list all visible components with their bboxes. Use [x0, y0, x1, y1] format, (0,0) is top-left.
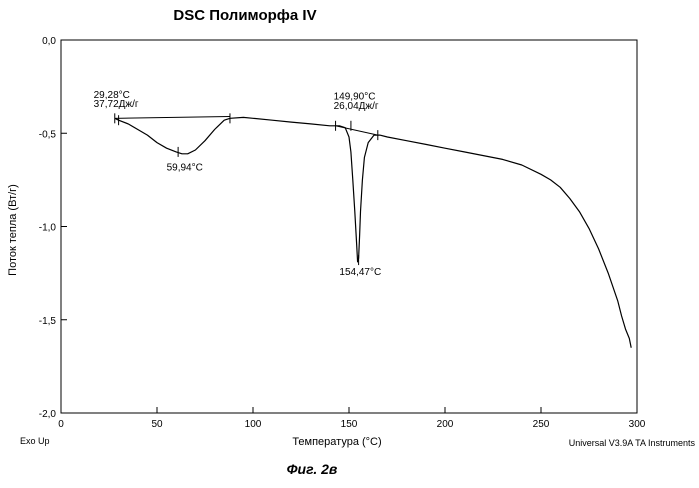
figure-caption: Фиг. 2в: [287, 461, 338, 477]
x-tick-label: 300: [629, 419, 646, 430]
peak-annotation: 37,72Дж/г: [94, 99, 139, 110]
y-axis-label: Поток тепла (Вт/г): [7, 184, 19, 276]
x-tick-label: 150: [341, 419, 358, 430]
peak-annotation: 154,47°C: [339, 267, 381, 278]
peak-annotation: 26,04Дж/г: [334, 101, 379, 112]
peak-annotation: 149,90°C: [334, 92, 376, 103]
dsc-curve: [114, 116, 632, 348]
x-axis-label: Температура (°C): [292, 436, 381, 448]
axis-ticks: 0 50 100 150 200 250 300 0,0 -0,5 -1,0 -1,5 -2,0: [39, 36, 646, 430]
y-tick-label: -1,5: [39, 316, 57, 327]
x-tick-label: 200: [437, 419, 454, 430]
y-tick-label: -1,0: [39, 223, 57, 234]
x-tick-label: 0: [58, 419, 64, 430]
y-tick-label: 0,0: [42, 36, 56, 47]
heat-flow-line: [114, 116, 632, 348]
exo-up-label: Exo Up: [20, 436, 50, 446]
chart-title: DSC Полиморфа IV: [173, 7, 316, 24]
peak-annotation: 29,28°C: [94, 90, 130, 101]
y-tick-label: -0,5: [39, 129, 57, 140]
annotations: 29,28°C37,72Дж/г 59,94°C 149,90°C26,04Дж/г…: [94, 90, 382, 278]
x-tick-label: 250: [533, 419, 550, 430]
instrument-label: Universal V3.9A TA Instruments: [569, 438, 696, 448]
x-tick-label: 100: [245, 419, 262, 430]
peak-annotation: 59,94°C: [167, 163, 203, 174]
integration-baseline: [114, 115, 230, 119]
y-tick-label: -2,0: [39, 409, 57, 420]
x-tick-label: 50: [151, 419, 163, 430]
markers: [114, 113, 379, 266]
